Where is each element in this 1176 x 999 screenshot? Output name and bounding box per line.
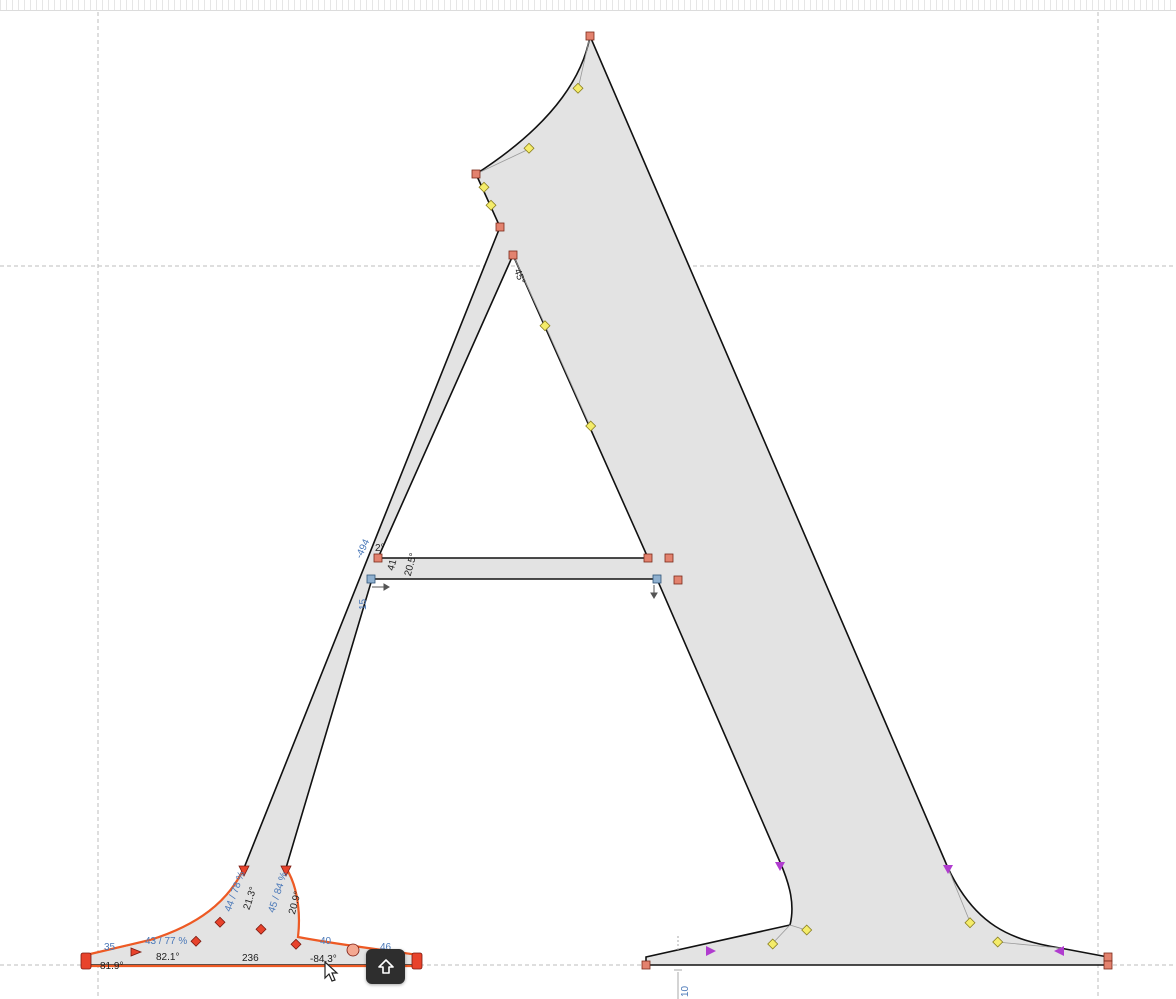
stem-gap-label: 15 [358, 598, 369, 610]
left-foot-stat: 43 / 77 % [145, 936, 187, 947]
glyph-outline-A[interactable] [85, 33, 1109, 966]
left-foot-angle-1: 81.9° [100, 961, 123, 972]
left-foot-angle-2: 82.1° [156, 952, 179, 963]
arrow-pointer-icon [324, 960, 339, 982]
left-foot-length: 35 [104, 942, 116, 953]
selected-markers[interactable] [80, 865, 423, 970]
top-ruler [0, 0, 1176, 11]
inner-apex-node [508, 250, 518, 260]
off-curve-handles[interactable] [478, 82, 1004, 950]
on-curve-nodes[interactable] [373, 31, 1113, 970]
apex-angle-label: 45° [511, 268, 527, 286]
crossbar-height-label: 41 [386, 558, 400, 572]
right-foot-number: 46 [380, 942, 392, 953]
direction-arrows [372, 583, 658, 599]
shift-key-indicator [366, 949, 405, 984]
shift-arrow-icon [377, 958, 394, 974]
handle-lines [475, 35, 1061, 949]
baseline-offset-label: 10 [680, 985, 691, 997]
extremum-nodes[interactable] [366, 574, 662, 584]
right-foot-length: 40 [320, 936, 332, 947]
baseline-offset-indicator [674, 936, 682, 999]
corner-markers [706, 862, 1064, 956]
crossbar-angle-label: 2° [375, 543, 385, 554]
left-foot-width: 236 [242, 953, 259, 964]
apex-node [585, 31, 595, 41]
right-foot-angle: -84.3° [310, 954, 337, 965]
